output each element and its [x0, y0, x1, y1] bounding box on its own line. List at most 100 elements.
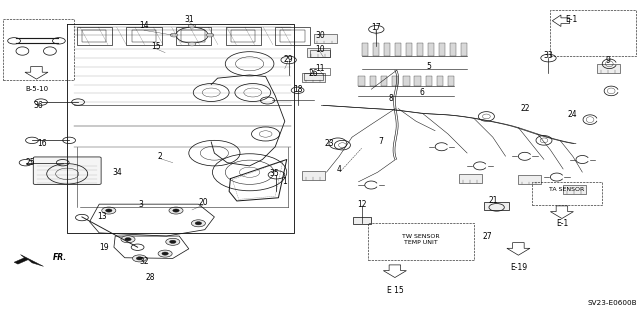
Circle shape: [125, 238, 131, 241]
Text: 25: 25: [26, 158, 36, 167]
Bar: [358, 76, 365, 86]
Text: 9: 9: [605, 56, 611, 65]
FancyBboxPatch shape: [33, 157, 101, 184]
Polygon shape: [14, 255, 44, 266]
Text: 2: 2: [157, 152, 163, 161]
Bar: [226, 27, 261, 45]
Bar: [280, 30, 305, 42]
Bar: [314, 34, 337, 43]
Text: 6: 6: [420, 88, 425, 97]
Text: 18: 18: [293, 85, 302, 94]
Text: 14: 14: [139, 21, 149, 30]
Text: 12: 12: [357, 200, 366, 209]
Circle shape: [132, 255, 147, 262]
Text: 32: 32: [139, 257, 149, 266]
Bar: [370, 76, 376, 86]
Circle shape: [188, 24, 196, 28]
Bar: [461, 43, 467, 56]
Circle shape: [195, 222, 202, 225]
Circle shape: [206, 33, 214, 37]
Text: 20: 20: [198, 198, 209, 207]
Text: 26: 26: [308, 69, 319, 78]
Text: 16: 16: [36, 139, 47, 148]
Bar: [563, 185, 586, 194]
Bar: [310, 50, 330, 57]
Text: TEMP UNIT: TEMP UNIT: [404, 240, 437, 245]
Text: 22: 22: [520, 104, 529, 113]
Bar: [82, 30, 106, 42]
Text: FR.: FR.: [52, 253, 67, 262]
Bar: [127, 27, 161, 45]
Circle shape: [169, 207, 183, 214]
Text: E-1: E-1: [556, 219, 568, 228]
Bar: [403, 76, 410, 86]
Text: 23: 23: [324, 139, 335, 148]
Text: 27: 27: [483, 232, 493, 241]
Text: E-1: E-1: [565, 15, 578, 24]
Text: SV23-E0600B: SV23-E0600B: [588, 300, 637, 306]
Text: 3: 3: [138, 200, 143, 209]
Circle shape: [170, 33, 178, 37]
Text: 36: 36: [33, 101, 44, 110]
Bar: [368, 223, 474, 260]
Bar: [310, 68, 330, 75]
Bar: [437, 76, 444, 86]
Bar: [392, 76, 398, 86]
Circle shape: [158, 250, 172, 257]
Text: 19: 19: [99, 243, 109, 252]
Text: 30: 30: [315, 31, 325, 40]
Bar: [304, 73, 323, 80]
Bar: [181, 30, 205, 42]
Circle shape: [121, 236, 135, 243]
Circle shape: [136, 257, 143, 260]
Bar: [426, 76, 432, 86]
Bar: [302, 73, 325, 82]
Bar: [77, 27, 112, 45]
Bar: [302, 171, 325, 180]
Circle shape: [166, 238, 180, 245]
Bar: [132, 30, 156, 42]
Bar: [3, 19, 74, 80]
Bar: [450, 43, 456, 56]
Circle shape: [188, 42, 196, 46]
Text: TW SENSOR: TW SENSOR: [402, 234, 439, 239]
Bar: [439, 43, 445, 56]
Bar: [415, 76, 421, 86]
Bar: [518, 175, 541, 184]
Bar: [307, 48, 330, 57]
Bar: [428, 43, 434, 56]
Bar: [395, 43, 401, 56]
Text: 11: 11: [316, 64, 324, 73]
Text: 31: 31: [184, 15, 194, 24]
Circle shape: [170, 240, 176, 243]
Bar: [275, 27, 310, 45]
Bar: [532, 182, 602, 205]
Text: 4: 4: [337, 165, 342, 174]
Circle shape: [106, 209, 112, 212]
Circle shape: [162, 252, 168, 255]
Text: 29: 29: [283, 55, 293, 63]
Circle shape: [102, 207, 116, 214]
Bar: [417, 43, 423, 56]
Circle shape: [173, 209, 179, 212]
Text: 15: 15: [150, 42, 161, 51]
Text: TA SENSOR: TA SENSOR: [549, 187, 585, 192]
Text: 28: 28: [146, 273, 155, 282]
Circle shape: [191, 220, 205, 227]
Text: 17: 17: [371, 23, 381, 32]
Bar: [448, 76, 454, 86]
Text: 13: 13: [97, 212, 108, 221]
Text: 10: 10: [315, 45, 325, 54]
Bar: [353, 217, 371, 224]
Bar: [231, 30, 255, 42]
Text: 8: 8: [388, 94, 393, 103]
Text: E-19: E-19: [510, 263, 527, 272]
Bar: [459, 174, 482, 183]
Bar: [406, 43, 412, 56]
Bar: [381, 76, 387, 86]
Bar: [383, 43, 390, 56]
Text: 33: 33: [543, 51, 554, 60]
Text: 21: 21: [488, 197, 497, 205]
Bar: [372, 43, 379, 56]
Bar: [550, 10, 636, 56]
